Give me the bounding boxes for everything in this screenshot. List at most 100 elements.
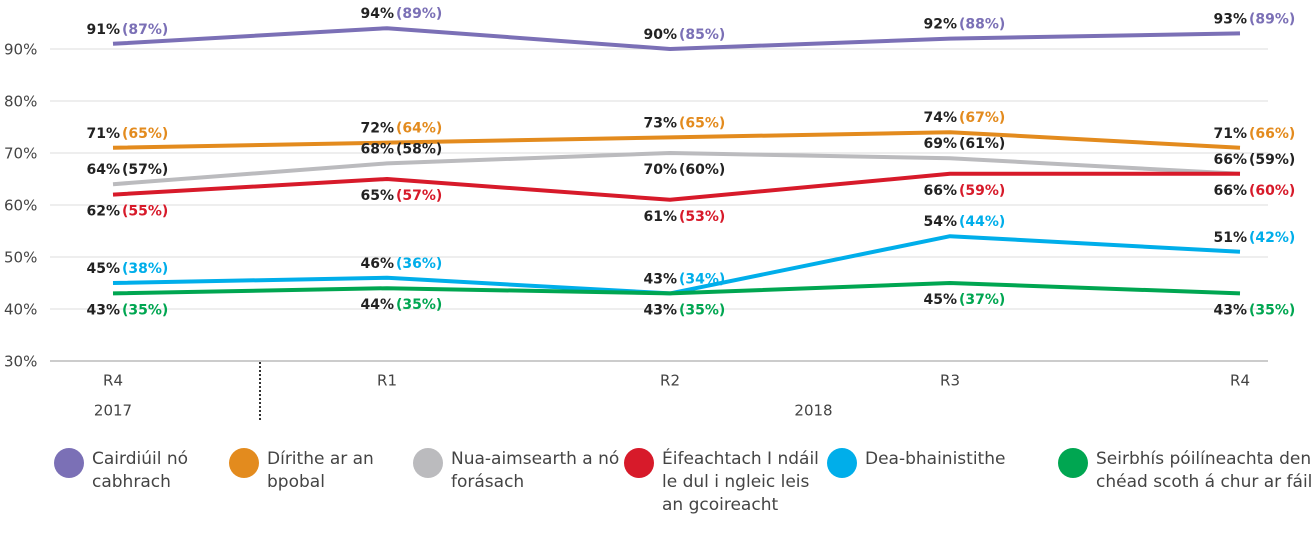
- legend-label: Dírithe ar an bpobal: [267, 449, 374, 492]
- legend-swatch: [54, 448, 84, 478]
- value-label: 43%: [86, 302, 120, 318]
- comparison-label: (35%): [1249, 302, 1295, 318]
- legend-label: Dea-bhainistithe: [865, 449, 1006, 469]
- x-tick-label: R4: [1230, 372, 1250, 390]
- comparison-label: (85%): [679, 27, 725, 43]
- comparison-label: (64%): [396, 121, 442, 137]
- x-tick-label: R1: [377, 372, 397, 390]
- value-label: 73%: [643, 115, 677, 131]
- y-tick-label: 90%: [4, 41, 37, 59]
- comparison-label: (38%): [122, 261, 168, 277]
- chart: 30% 40% 50% 60% 70% 80% 90% R4 R1 R2 R3 R4 2017 2018 9…: [4, 6, 1295, 421]
- x-tick-label: R2: [660, 372, 680, 390]
- value-label: 65%: [360, 188, 394, 204]
- comparison-label: (87%): [122, 22, 168, 38]
- comparison-label: (37%): [959, 292, 1005, 308]
- y-tick-label: 70%: [4, 145, 37, 163]
- value-label: 46%: [360, 256, 394, 272]
- comparison-label: (60%): [1249, 183, 1295, 199]
- value-label: 90%: [643, 27, 677, 43]
- value-label: 69%: [923, 136, 957, 152]
- value-label: 66%: [923, 183, 957, 199]
- value-label: 62%: [86, 204, 120, 220]
- comparison-label: (57%): [122, 162, 168, 178]
- series-line: [112, 171, 1240, 202]
- comparison-label: (59%): [1249, 152, 1295, 168]
- legend-item: Seirbhís póilíneachta den chéad scoth á …: [1058, 448, 1312, 494]
- value-label: 43%: [643, 271, 677, 287]
- series-line: [112, 151, 1241, 187]
- comparison-label: (35%): [396, 297, 442, 313]
- comparison-label: (66%): [1249, 126, 1295, 142]
- legend-label: Cairdiúil nó cabhrach: [92, 449, 189, 492]
- value-label: 92%: [923, 17, 957, 33]
- comparison-label: (53%): [679, 209, 725, 225]
- y-tick-label: 80%: [4, 93, 37, 111]
- x-tick-label: R4: [103, 372, 123, 390]
- value-label: 74%: [923, 110, 957, 126]
- group-label: 2017: [94, 402, 132, 420]
- group-label: 2018: [794, 402, 832, 420]
- comparison-label: (42%): [1249, 230, 1295, 246]
- series-line: [112, 26, 1241, 51]
- comparison-label: (44%): [959, 214, 1005, 230]
- value-label: 43%: [1213, 302, 1247, 318]
- legend-label: Seirbhís póilíneachta den chéad scoth á …: [1096, 449, 1312, 492]
- y-tick-label: 30%: [4, 353, 37, 371]
- comparison-label: (55%): [122, 204, 168, 220]
- value-label: 44%: [360, 297, 394, 313]
- comparison-label: (36%): [396, 256, 442, 272]
- legend-swatch: [229, 448, 259, 478]
- value-label: 68%: [360, 141, 394, 157]
- comparison-label: (61%): [959, 136, 1005, 152]
- comparison-label: (89%): [396, 6, 442, 22]
- value-label: 93%: [1213, 11, 1247, 27]
- value-label: 70%: [643, 162, 677, 178]
- comparison-label: (59%): [959, 183, 1005, 199]
- legend-item: Dea-bhainistithe: [827, 448, 1065, 478]
- value-label: 91%: [86, 22, 120, 38]
- value-label: 71%: [1213, 126, 1247, 142]
- comparison-label: (35%): [679, 302, 725, 318]
- value-label: 66%: [1213, 152, 1247, 168]
- value-label: 43%: [643, 302, 677, 318]
- legend-swatch: [1058, 448, 1088, 478]
- comparison-label: (58%): [396, 141, 442, 157]
- comparison-label: (34%): [679, 271, 725, 287]
- y-tick-label: 50%: [4, 249, 37, 267]
- legend-swatch: [624, 448, 654, 478]
- legend-item: Cairdiúil nó cabhrach: [54, 448, 222, 494]
- comparison-label: (67%): [959, 110, 1005, 126]
- series-line: [112, 281, 1241, 296]
- value-label: 64%: [86, 162, 120, 178]
- value-label: 45%: [86, 261, 120, 277]
- legend-item: Nua-aimsearth a nó forásach: [413, 448, 631, 494]
- y-tick-label: 60%: [4, 197, 37, 215]
- value-label: 51%: [1213, 230, 1247, 246]
- comparison-label: (60%): [679, 162, 725, 178]
- comparison-label: (89%): [1249, 11, 1295, 27]
- value-label: 61%: [643, 209, 677, 225]
- legend-item: Dírithe ar an bpobal: [229, 448, 417, 494]
- comparison-label: (57%): [396, 188, 442, 204]
- value-label: 54%: [923, 214, 957, 230]
- value-label: 94%: [360, 6, 394, 22]
- comparison-label: (65%): [122, 126, 168, 142]
- legend: Cairdiúil nó cabhrach Dírithe ar an bpoba…: [0, 448, 1312, 548]
- legend-swatch: [413, 448, 443, 478]
- legend-swatch: [827, 448, 857, 478]
- comparison-label: (88%): [959, 17, 1005, 33]
- value-label: 71%: [86, 126, 120, 142]
- y-tick-label: 40%: [4, 301, 37, 319]
- legend-label: Nua-aimsearth a nó forásach: [451, 449, 620, 492]
- comparison-label: (65%): [679, 115, 725, 131]
- value-label: 72%: [360, 121, 394, 137]
- comparison-label: (35%): [122, 302, 168, 318]
- series-line: [112, 130, 1241, 150]
- x-tick-label: R3: [940, 372, 960, 390]
- legend-item: Éifeachtach I ndáil le dul i ngleic leis…: [624, 448, 832, 517]
- value-label: 45%: [923, 292, 957, 308]
- legend-label: Éifeachtach I ndáil le dul i ngleic leis…: [662, 449, 819, 515]
- value-label: 66%: [1213, 183, 1247, 199]
